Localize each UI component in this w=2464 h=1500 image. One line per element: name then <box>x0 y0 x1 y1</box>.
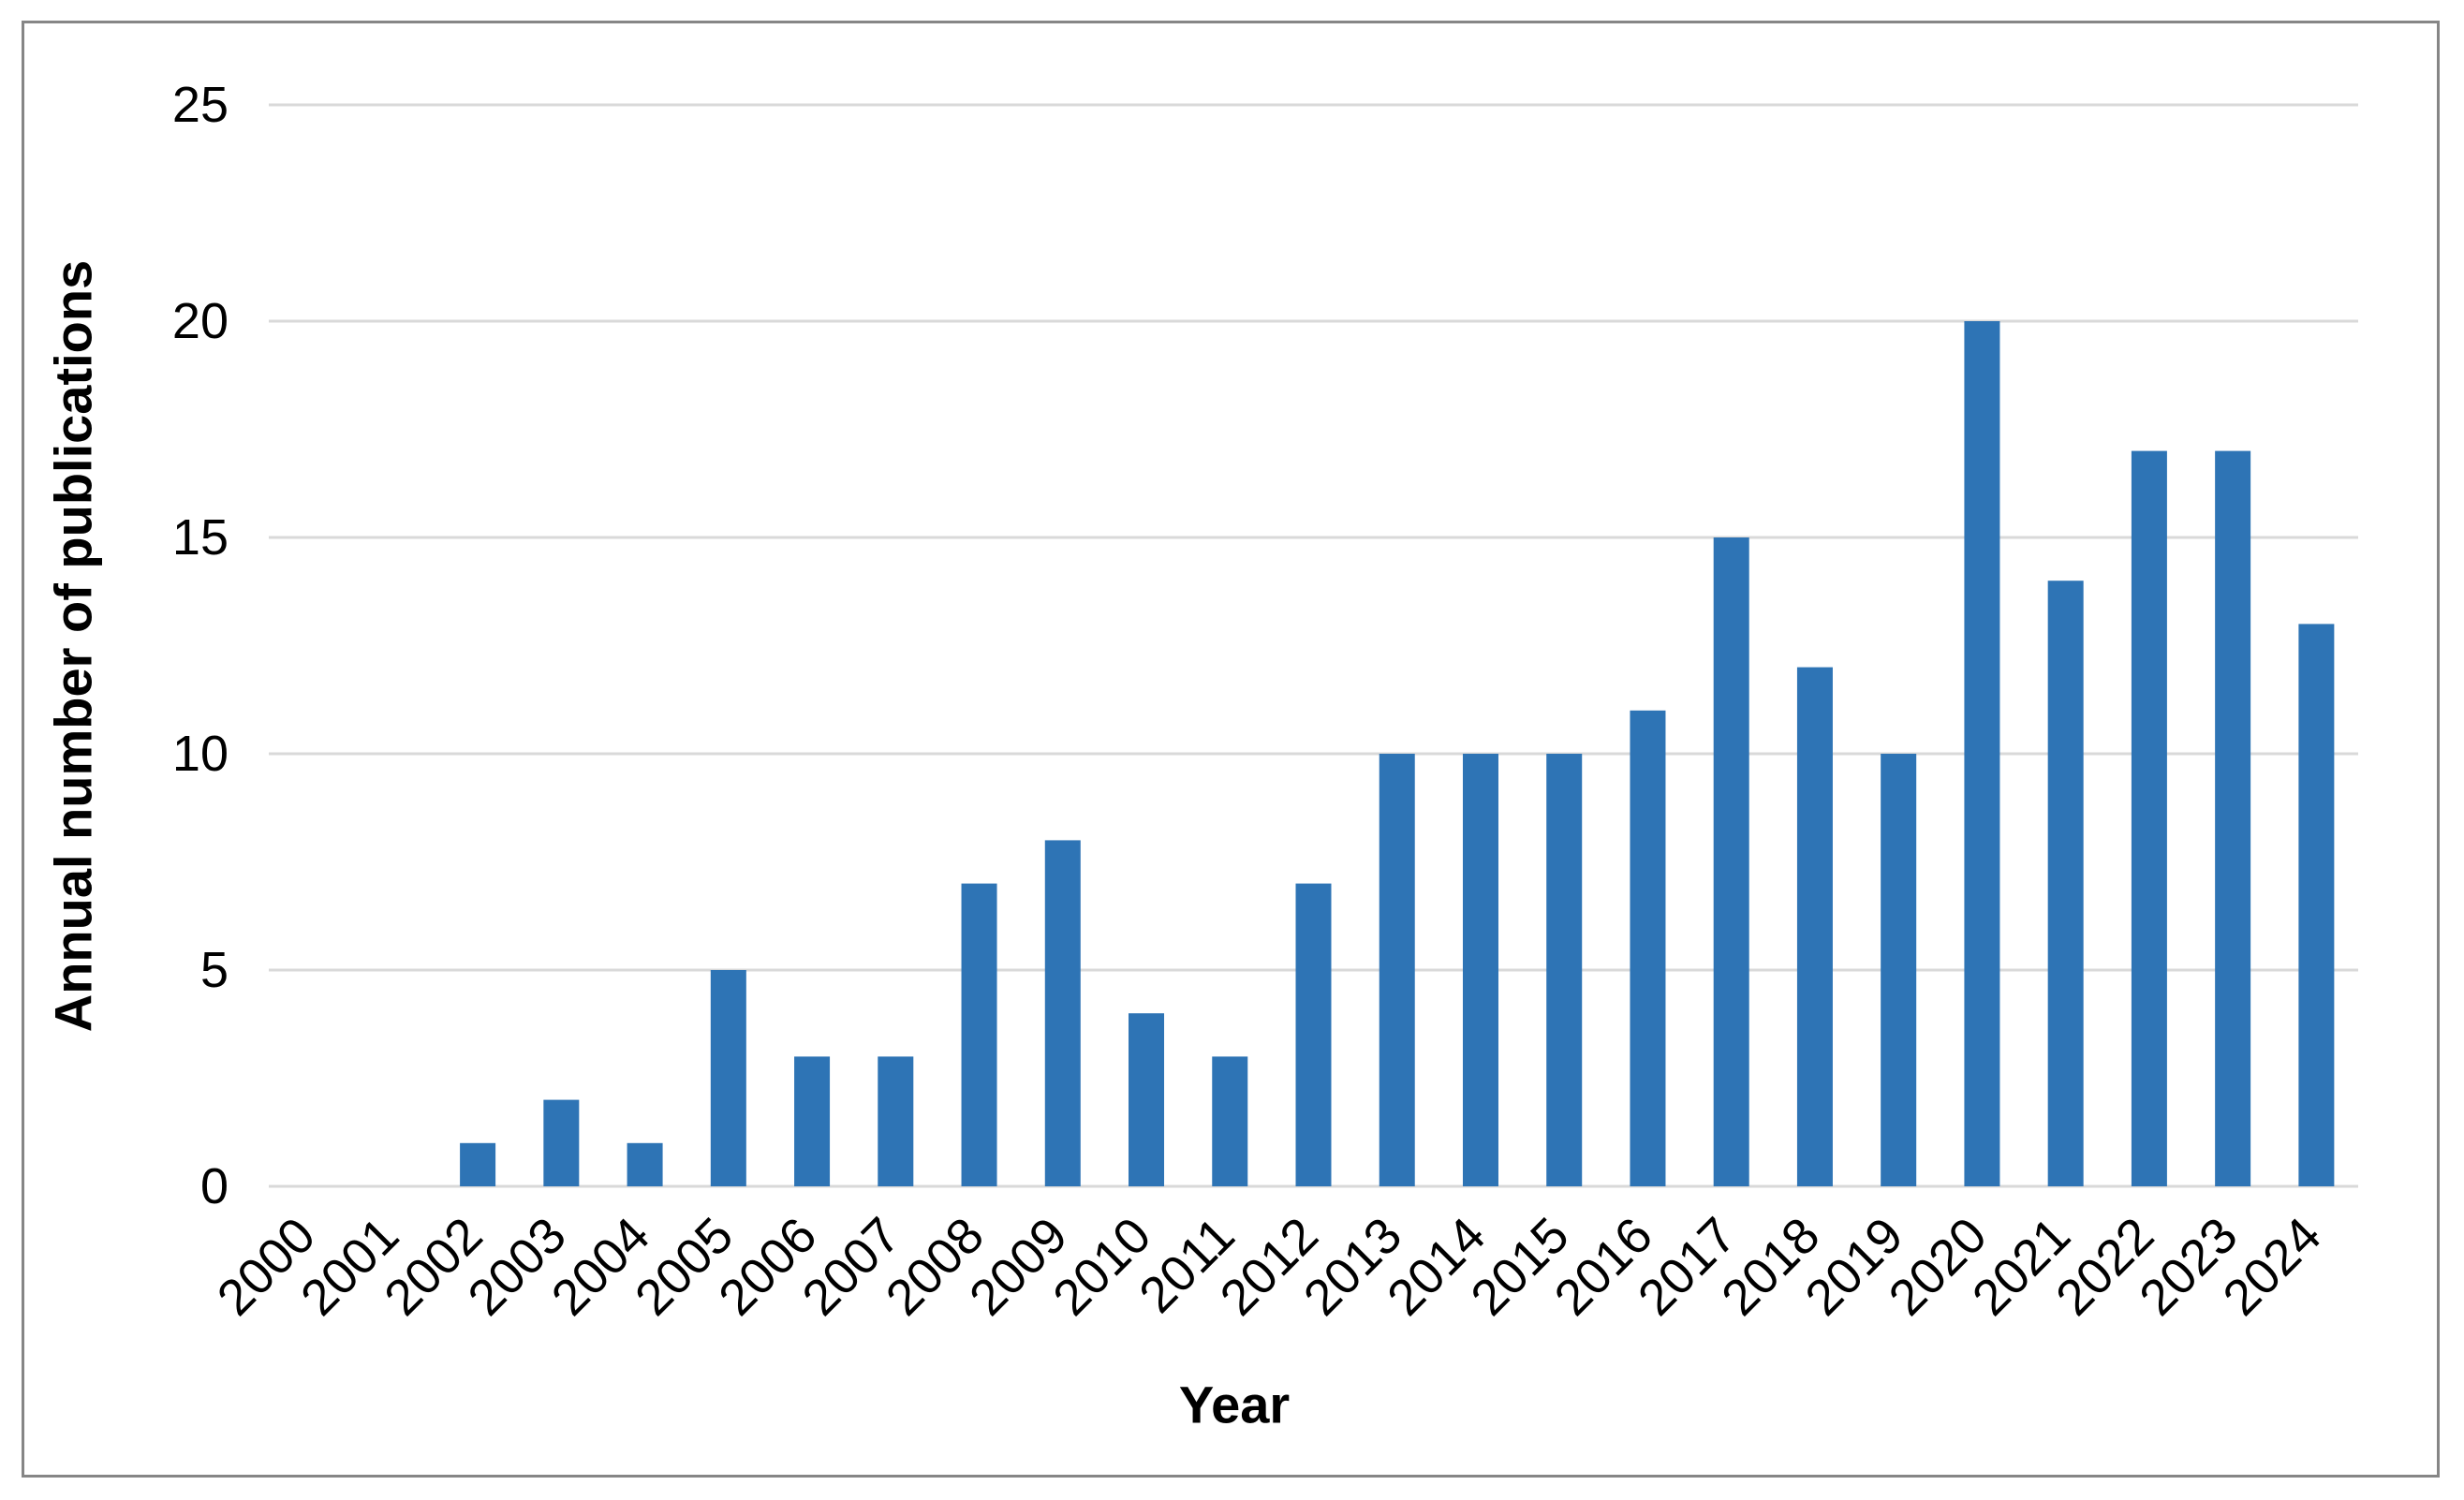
chart-border-frame <box>22 21 2440 1478</box>
bar-2016 <box>1630 710 1666 1186</box>
x-tick-label-2010: 2010 <box>1042 1207 1161 1326</box>
x-tick-label-2018: 2018 <box>1711 1207 1830 1326</box>
x-tick-label-2020: 2020 <box>1879 1207 1998 1326</box>
bar-2003 <box>543 1099 580 1186</box>
bars-group <box>460 321 2335 1187</box>
x-tick-label-2014: 2014 <box>1377 1207 1496 1326</box>
bar-2006 <box>794 1056 831 1186</box>
x-tick-label-2022: 2022 <box>2045 1207 2164 1326</box>
x-tick-label-2001: 2001 <box>290 1207 409 1326</box>
x-tick-label-2023: 2023 <box>2129 1207 2248 1326</box>
x-tick-label-2006: 2006 <box>708 1207 827 1326</box>
bar-2023 <box>2215 450 2251 1187</box>
x-tick-label-2009: 2009 <box>959 1207 1078 1326</box>
y-tick-label-15: 15 <box>172 509 229 566</box>
y-tick-label-20: 20 <box>172 293 229 349</box>
gridlines-group <box>269 103 2358 1188</box>
bar-2013 <box>1379 754 1415 1186</box>
bar-2012 <box>1295 883 1332 1186</box>
y-tick-label-0: 0 <box>200 1158 229 1214</box>
y-tick-label-5: 5 <box>200 942 229 998</box>
y-axis-title: Annual number of publications <box>43 259 103 1033</box>
bar-2017 <box>1713 537 1749 1186</box>
y-tick-label-10: 10 <box>172 726 229 782</box>
x-tick-label-2002: 2002 <box>374 1207 493 1326</box>
bar-2021 <box>2047 581 2084 1186</box>
bar-2007 <box>878 1056 914 1186</box>
bar-2010 <box>1129 1013 1165 1186</box>
x-tick-label-2008: 2008 <box>876 1207 995 1326</box>
x-tick-label-2017: 2017 <box>1628 1207 1747 1326</box>
x-tick-label-2024: 2024 <box>2212 1207 2331 1326</box>
x-tick-label-2019: 2019 <box>1794 1207 1913 1326</box>
x-axis-title: Year <box>1178 1375 1291 1434</box>
bar-2020 <box>1964 321 2000 1186</box>
bar-2019 <box>1881 754 1917 1186</box>
bar-2024 <box>2298 624 2335 1186</box>
x-tick-label-2003: 2003 <box>457 1207 576 1326</box>
bar-2022 <box>2131 450 2167 1187</box>
y-tick-labels-group: 0 5 10 15 20 25 <box>172 77 229 1214</box>
bar-2011 <box>1212 1056 1248 1186</box>
x-tick-label-2011: 2011 <box>1129 1207 1246 1324</box>
y-tick-label-25: 25 <box>172 77 229 133</box>
x-tick-label-2021: 2021 <box>1962 1207 2081 1326</box>
x-tick-label-2012: 2012 <box>1210 1207 1329 1326</box>
x-tick-label-2005: 2005 <box>625 1207 744 1326</box>
bar-2004 <box>627 1142 663 1186</box>
x-tick-label-2000: 2000 <box>207 1207 326 1326</box>
x-tick-label-2015: 2015 <box>1460 1207 1579 1326</box>
x-tick-labels-group: 2000200120022003200420052006200720082009… <box>207 1207 2332 1326</box>
bar-2018 <box>1796 667 1833 1186</box>
bar-2008 <box>961 883 997 1186</box>
bar-2002 <box>460 1142 496 1186</box>
x-tick-label-2004: 2004 <box>541 1207 660 1326</box>
bar-2005 <box>710 970 746 1186</box>
bar-2009 <box>1044 840 1081 1186</box>
bar-2015 <box>1546 754 1583 1186</box>
x-tick-label-2016: 2016 <box>1544 1207 1663 1326</box>
x-tick-label-2013: 2013 <box>1293 1207 1412 1326</box>
bar-2014 <box>1462 754 1498 1186</box>
x-tick-label-2007: 2007 <box>791 1207 910 1326</box>
